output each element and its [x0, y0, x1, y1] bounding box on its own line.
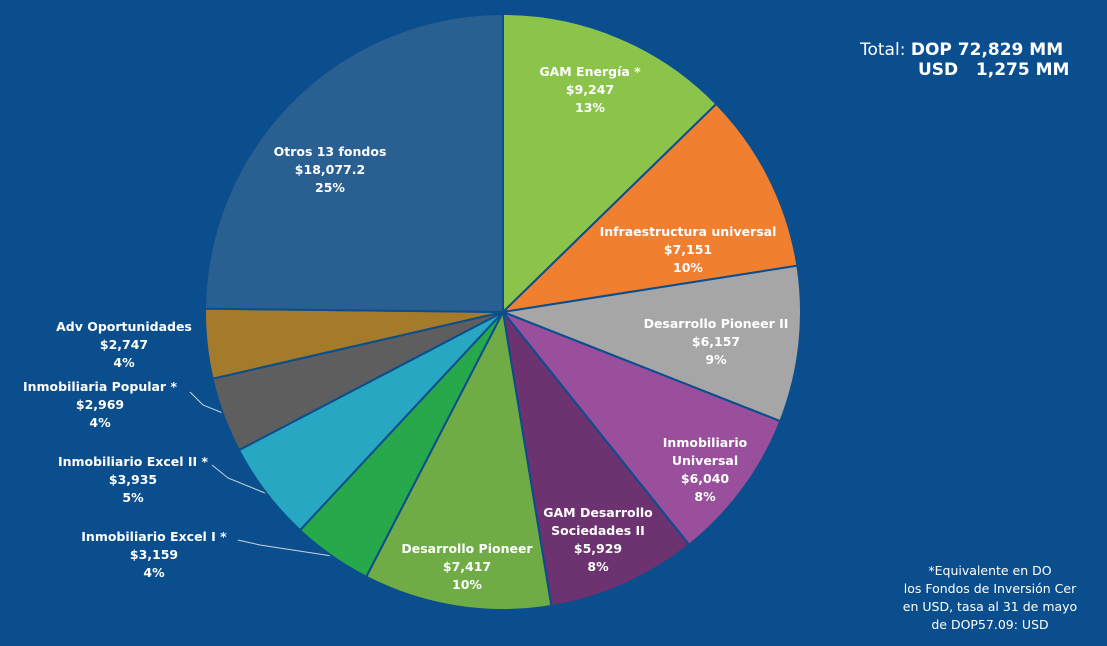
slice-percent: 10% [673, 260, 703, 275]
slice-label: Desarrollo Pioneer II $6,157 9% [616, 315, 816, 369]
slice-name: Inmobiliario Excel I * [81, 529, 227, 544]
slice-name: Inmobiliaria Popular * [22, 379, 177, 394]
slice-label: GAM Desarrollo Sociedades II $5,929 8% [528, 504, 668, 576]
slice-value: $18,077.2 [294, 162, 366, 177]
footnote-line: los Fondos de Inversión Cer [903, 581, 1077, 596]
slice-value: $2,747 [99, 337, 149, 352]
pie-slice [364, 308, 553, 611]
pie-slice [502, 12, 718, 315]
slice-value: $3,935 [108, 472, 158, 487]
slice-value: $7,417 [442, 559, 492, 574]
slice-name: Inmobiliario Excel II * [57, 454, 209, 469]
slice-label: Infraestructura universal $7,151 10% [578, 223, 798, 277]
footnote: *Equivalente en DO los Fondos de Inversi… [840, 562, 1107, 634]
slice-label: GAM Energía * $9,247 13% [490, 63, 690, 117]
slice-name: Desarrollo Pioneer II [643, 316, 789, 331]
footnote-line: en USD, tasa al 31 de mayo [902, 599, 1078, 614]
slice-value: $5,929 [573, 541, 623, 556]
slice-percent: 9% [705, 352, 727, 367]
leader-line [237, 539, 346, 559]
slice-percent: 4% [113, 355, 135, 370]
pie-slice [500, 102, 799, 314]
slice-percent: 25% [315, 180, 345, 195]
pie-slice [499, 309, 782, 547]
total-label: Total: [860, 40, 906, 60]
slice-label: Adv Oportunidades $2,747 4% [24, 318, 224, 372]
total-usd: USD 1,275 MM [918, 60, 1070, 80]
slice-name: GAM Energía * [539, 64, 641, 79]
pie-slice [499, 264, 802, 423]
leader-line [211, 464, 271, 496]
slice-percent: 4% [143, 565, 165, 580]
slice-name: Infraestructura universal [599, 224, 777, 239]
slice-percent: 4% [89, 415, 111, 430]
slice-name: GAM Desarrollo Sociedades II [543, 505, 653, 538]
slice-label: Inmobiliario Excel I * $3,159 4% [54, 528, 254, 582]
pie-slice [204, 12, 504, 314]
slice-value: $3,159 [129, 547, 179, 562]
pie-slice [501, 308, 691, 608]
slice-value: $6,157 [691, 334, 741, 349]
slice-name: Otros 13 fondos [273, 144, 387, 159]
slice-name: Inmobiliario Universal [662, 435, 748, 468]
slice-percent: 5% [122, 490, 144, 505]
slice-value: $2,969 [75, 397, 125, 412]
slice-value: $9,247 [565, 82, 615, 97]
slice-percent: 10% [452, 577, 482, 592]
slice-label: Inmobiliaria Popular * $2,969 4% [0, 378, 200, 432]
slice-percent: 13% [575, 100, 605, 115]
slice-percent: 8% [587, 559, 609, 574]
slice-value: $7,151 [663, 242, 713, 257]
slice-label: Otros 13 fondos $18,077.2 25% [230, 143, 430, 197]
slice-label: Inmobiliario Universal $6,040 8% [650, 434, 760, 506]
total: Total: DOP 72,829 MM USD 1,275 MM [860, 40, 1069, 80]
footnote-line: de DOP57.09: USD [931, 617, 1049, 632]
slice-value: $6,040 [680, 471, 730, 486]
slice-label: Desarrollo Pioneer $7,417 10% [367, 540, 567, 594]
slice-percent: 8% [694, 489, 716, 504]
total-dop: DOP 72,829 MM [910, 40, 1064, 60]
slice-label: Inmobiliario Excel II * $3,935 5% [33, 453, 233, 507]
slice-name: Desarrollo Pioneer [401, 541, 533, 556]
slice-name: Adv Oportunidades [56, 319, 192, 334]
footnote-line: *Equivalente en DO [928, 563, 1052, 578]
